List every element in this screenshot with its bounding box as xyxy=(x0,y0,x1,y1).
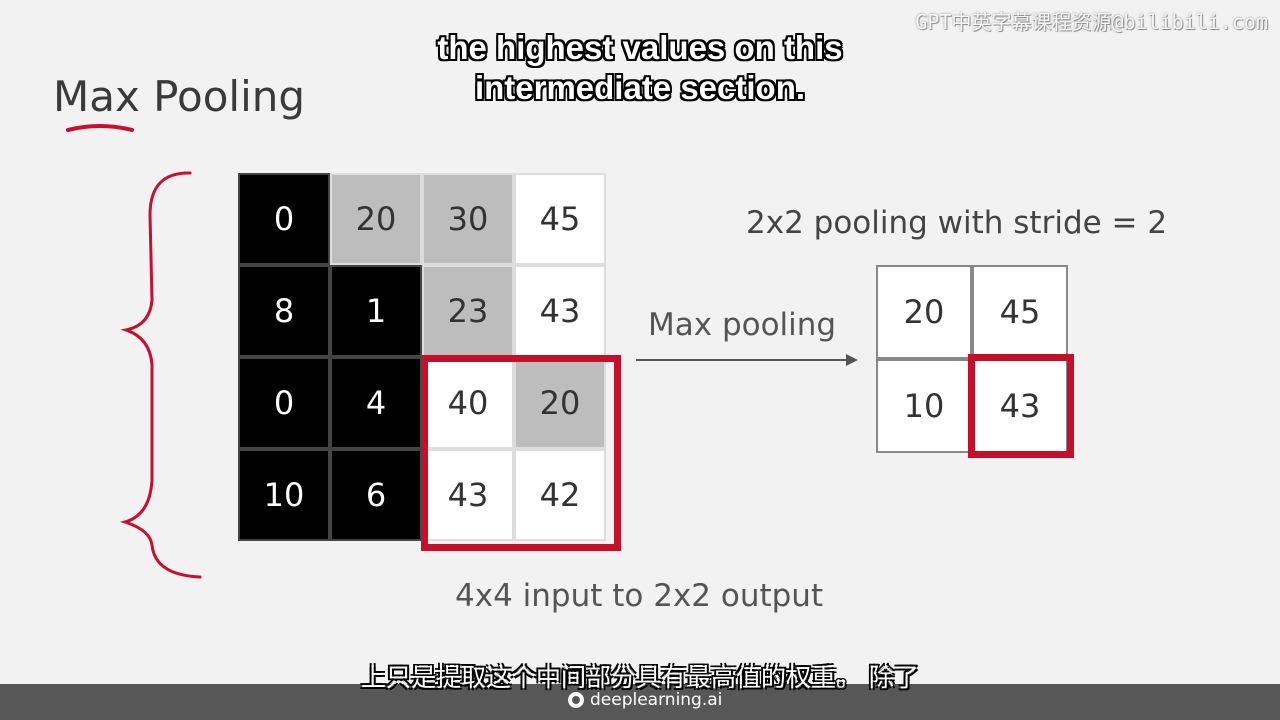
input-grid: 0 20 30 45 8 1 23 43 0 4 40 20 10 6 43 4… xyxy=(238,173,606,541)
output-cell: 20 xyxy=(876,265,972,359)
subtitle-line-2: intermediate section. xyxy=(474,69,806,106)
input-cell: 23 xyxy=(422,265,514,357)
bottom-bar xyxy=(0,684,1280,720)
output-highlight-box xyxy=(968,354,1074,458)
input-cell: 0 xyxy=(238,357,330,449)
title-underline-annotation xyxy=(66,124,134,132)
input-highlight-box xyxy=(421,355,621,551)
arrow-label: Max pooling xyxy=(648,307,837,343)
arrow-head xyxy=(846,354,858,366)
input-cell: 1 xyxy=(330,265,422,357)
curly-brace-annotation xyxy=(119,171,202,579)
input-cell: 45 xyxy=(514,173,606,265)
input-cell: 43 xyxy=(422,449,514,541)
deeplearning-logo-icon xyxy=(568,692,584,708)
input-cell: 43 xyxy=(514,265,606,357)
input-cell: 10 xyxy=(238,449,330,541)
pooling-label: 2x2 pooling with stride = 2 xyxy=(746,205,1168,241)
input-cell: 4 xyxy=(330,357,422,449)
slide-title: Max Pooling xyxy=(53,72,306,121)
input-cell: 6 xyxy=(330,449,422,541)
brand-name: deeplearning.ai xyxy=(590,690,723,710)
subtitle-chinese: 上只是提取这个中间部分具有最高值的权重。 除了 xyxy=(361,663,919,692)
input-cell: 42 xyxy=(514,449,606,541)
output-cell: 10 xyxy=(876,359,972,453)
brand-logo: deeplearning.ai xyxy=(568,690,722,710)
subtitle-line-1: the highest values on this xyxy=(437,29,843,66)
output-cell: 45 xyxy=(972,265,1068,359)
input-cell: 40 xyxy=(422,357,514,449)
input-cell: 0 xyxy=(238,173,330,265)
diagram-caption: 4x4 input to 2x2 output xyxy=(455,578,824,614)
watermark: GPT中英字幕课程资源@bilibili.com xyxy=(915,10,1268,34)
input-cell: 20 xyxy=(514,357,606,449)
input-cell: 8 xyxy=(238,265,330,357)
output-grid: 20 45 10 43 xyxy=(876,265,1068,453)
input-cell: 30 xyxy=(422,173,514,265)
input-cell: 20 xyxy=(330,173,422,265)
